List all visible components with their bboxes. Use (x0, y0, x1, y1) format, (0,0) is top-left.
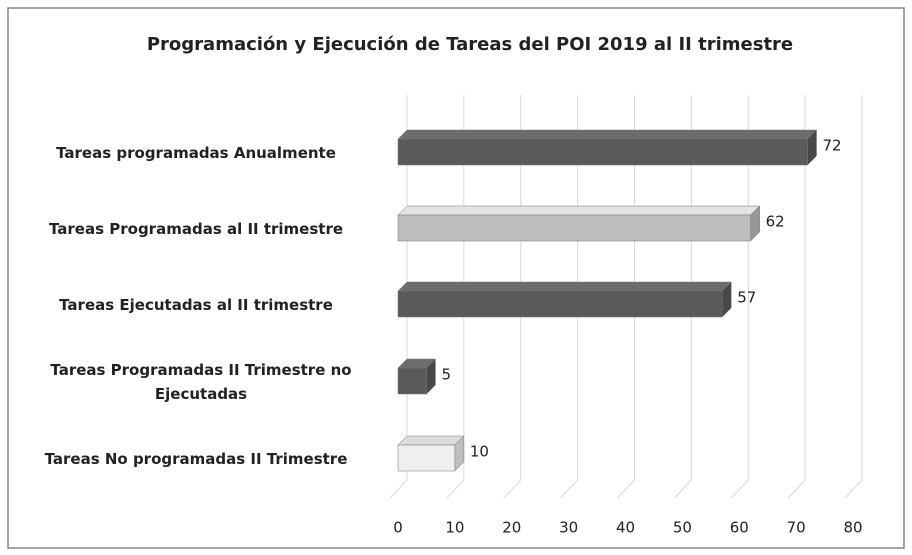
bar (397, 290, 723, 318)
x-tick-label: 60 (730, 519, 749, 537)
data-label: 10 (470, 443, 489, 461)
chart-title: Programación y Ejecución de Tareas del P… (147, 34, 793, 55)
x-tick-label: 70 (787, 519, 806, 537)
data-label: 62 (766, 213, 785, 231)
data-label: 5 (441, 366, 451, 384)
x-tick-label: 40 (616, 519, 635, 537)
x-tick-label: 0 (393, 519, 403, 537)
bar-top (397, 435, 465, 446)
x-tick-label: 20 (502, 519, 521, 537)
bar (397, 138, 808, 166)
y-tick-label: Tareas Programadas II Trimestre no Ejecu… (50, 361, 352, 403)
x-tick-label: 80 (843, 519, 862, 537)
y-tick-label: Tareas Ejecutadas al II trimestre (59, 296, 333, 314)
y-tick-label: Tareas Programadas al II trimestre (48, 220, 344, 238)
x-tick-label: 50 (673, 519, 692, 537)
x-tick-label: 10 (445, 519, 464, 537)
data-label: 57 (737, 289, 756, 307)
x-tick-label: 30 (559, 519, 578, 537)
bar-top (397, 129, 818, 140)
bar (397, 367, 427, 395)
bar (397, 214, 751, 242)
data-label: 72 (823, 137, 842, 155)
chart-border (7, 7, 905, 549)
grid-line (787, 95, 806, 499)
bar (397, 444, 456, 472)
grid-line (844, 95, 863, 499)
y-tick-label: Tareas programadas Anualmente (56, 144, 336, 162)
y-tick-label: Tareas No programadas II Trimestre (44, 450, 348, 468)
bar-top (397, 281, 732, 292)
bar-top (397, 205, 761, 216)
